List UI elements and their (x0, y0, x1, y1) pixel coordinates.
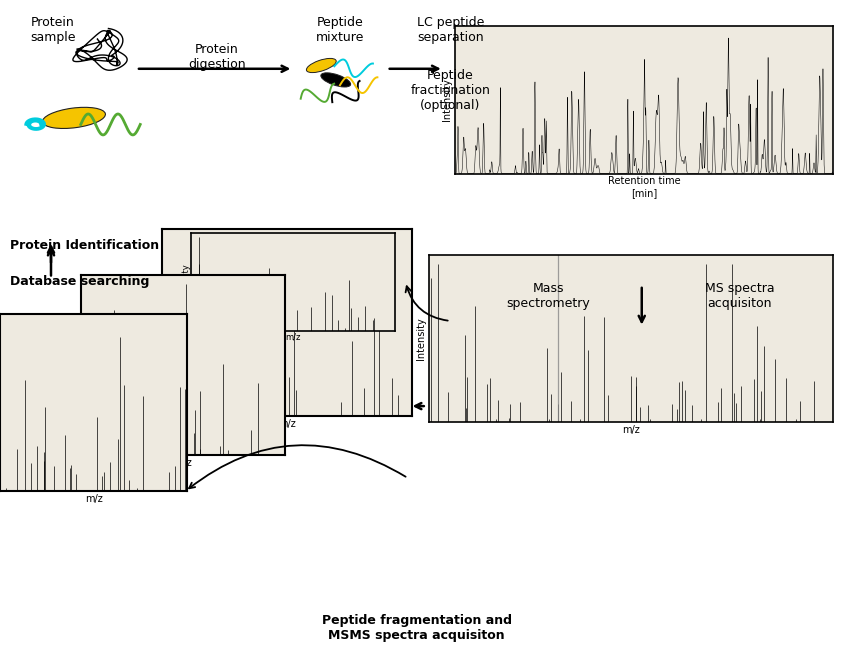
X-axis label: m/z: m/z (622, 425, 640, 436)
Text: Database searching: Database searching (10, 275, 150, 288)
Text: Protein
sample: Protein sample (30, 16, 76, 45)
Text: Protein
digestion: Protein digestion (188, 43, 246, 71)
Y-axis label: Intensity: Intensity (181, 263, 190, 300)
X-axis label: m/z: m/z (278, 419, 296, 429)
Text: Peptide
fractionation
(optional): Peptide fractionation (optional) (411, 69, 490, 112)
Ellipse shape (320, 73, 351, 87)
Ellipse shape (306, 58, 337, 73)
Y-axis label: Intensity: Intensity (68, 344, 78, 386)
Ellipse shape (42, 107, 105, 128)
Text: Peptide fragmentation and
MSMS spectra acquisiton: Peptide fragmentation and MSMS spectra a… (321, 614, 512, 643)
X-axis label: m/z: m/z (286, 332, 301, 341)
Y-axis label: Intensity: Intensity (442, 79, 452, 121)
X-axis label: m/z: m/z (85, 494, 102, 504)
Y-axis label: Intensity: Intensity (149, 301, 159, 344)
Text: Protein Identification: Protein Identification (10, 239, 159, 252)
Y-axis label: Intensity: Intensity (416, 318, 427, 360)
Text: LC peptide
separation: LC peptide separation (416, 16, 484, 45)
Text: Peptide
mixture: Peptide mixture (316, 16, 364, 45)
Text: Mass
spectrometry: Mass spectrometry (507, 282, 590, 310)
Text: MS spectra
acquisiton: MS spectra acquisiton (705, 282, 774, 310)
X-axis label: Retention time
[min]: Retention time [min] (608, 176, 680, 198)
X-axis label: m/z: m/z (174, 458, 191, 468)
